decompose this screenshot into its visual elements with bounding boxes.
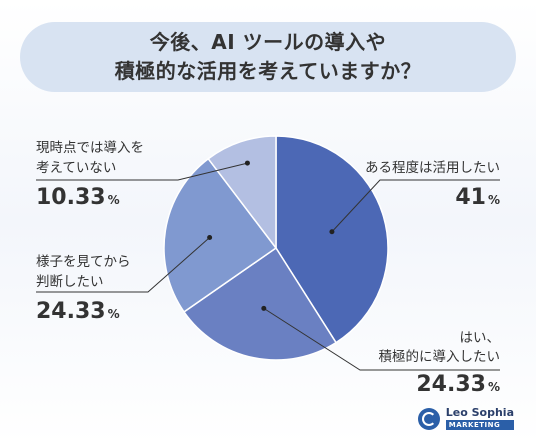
pie-slice-wait-and-see [163,157,278,313]
slice-label-actively-adopt-line-2: 積極的に導入したい [378,349,501,365]
pie-slice-actively-adopt [182,246,338,361]
title-banner: 今後、AI ツールの導入や 積極的な活用を考えていますか？ [20,22,516,92]
slice-label-not-considering-line-2: 考えていない [36,160,117,176]
leader-not-considering [36,162,248,181]
logo-icon [417,407,440,430]
leader-somewhat-use-dot [329,229,335,235]
logo-subtitle: MARKETING [445,420,514,430]
leader-wait-and-see [36,237,210,293]
leader-actively-adopt-dot [261,305,267,311]
leader-somewhat-use [331,179,500,233]
logo-name: Leo Sophia [445,406,514,419]
title-line-1: 今後、AI ツールの導入や [149,30,387,54]
brand-logo: Leo Sophia MARKETING [417,406,514,430]
slice-label-not-considering-line-1: 現時点では導入を [36,140,144,156]
slice-value-wait-and-see: 24.33% [36,299,120,324]
slice-label-wait-and-see-line-1: 様子を見てから [36,254,131,270]
leader-actively-adopt [263,307,500,371]
slice-label-somewhat-use: ある程度は活用したい [365,160,500,176]
pie-slice-not-considering [207,135,277,251]
slice-value-somewhat-use: 41% [455,185,500,210]
slice-label-wait-and-see-line-2: 判断したい [36,274,104,290]
slice-value-not-considering: 10.33% [36,185,120,210]
leader-wait-and-see-dot [207,234,213,240]
slice-label-actively-adopt-line-1: はい、 [459,330,501,346]
slice-value-actively-adopt: 24.33% [416,372,500,397]
title-line-2: 積極的な活用を考えていますか？ [114,59,422,83]
leader-not-considering-dot [244,160,250,166]
